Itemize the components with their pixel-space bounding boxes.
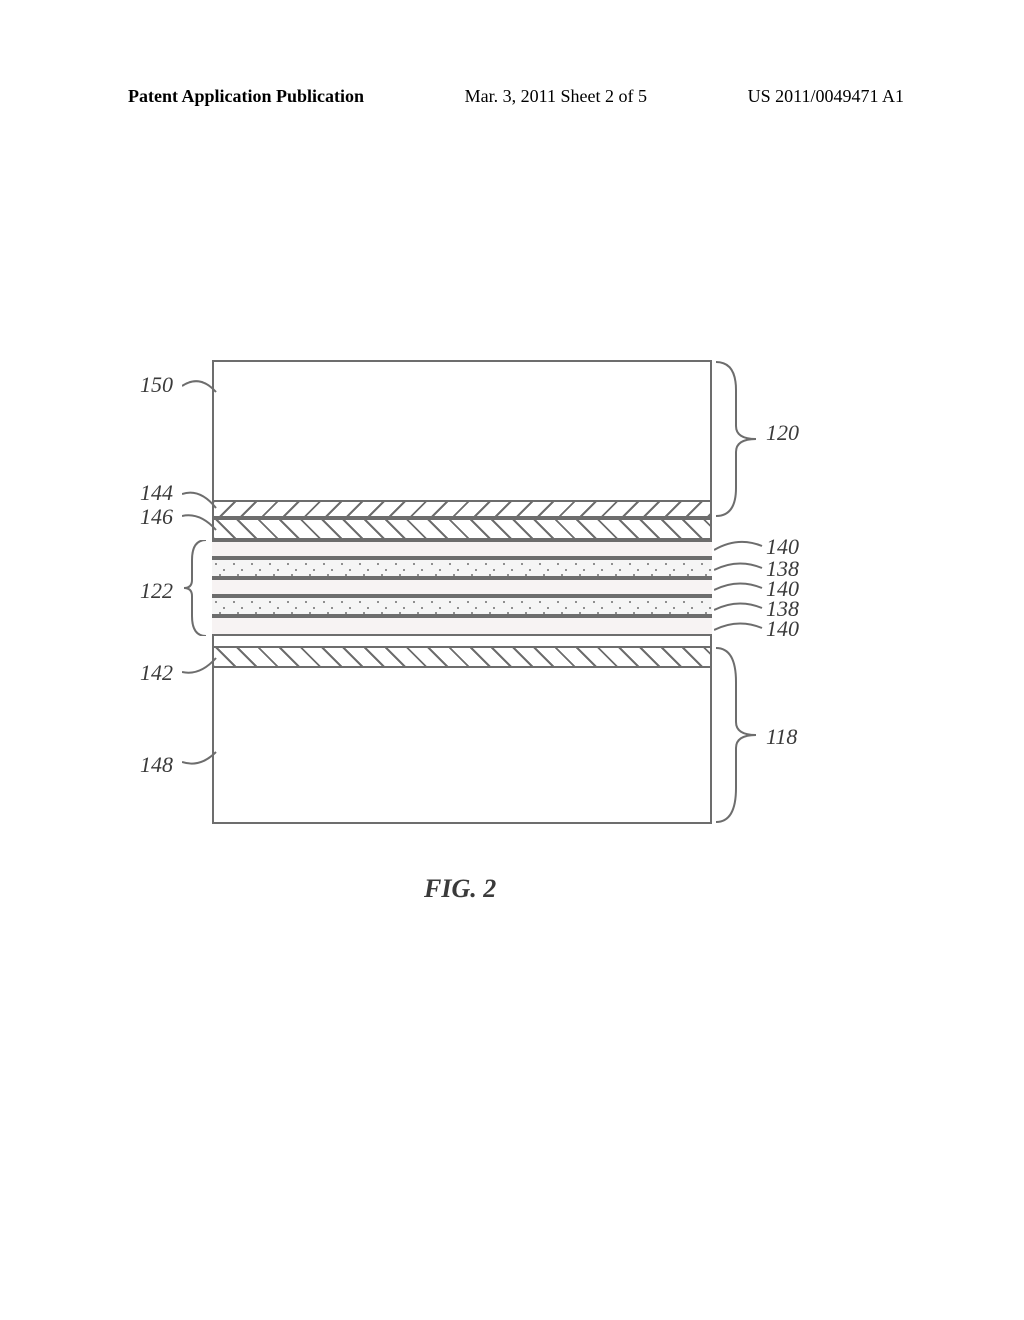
label-144: 144 [140,480,173,506]
layer-138-bot [212,596,712,616]
brace-122 [182,540,208,636]
label-140c: 140 [766,616,799,642]
header-left: Patent Application Publication [128,86,364,107]
label-148: 148 [140,752,173,778]
figure-2: 150 144 146 122 142 148 120 140 138 140 … [212,360,712,824]
layer-140-bot [212,616,712,636]
label-120: 120 [766,420,799,446]
layer-144 [212,500,712,518]
figure-caption: FIG. 2 [424,874,496,904]
brace-120 [716,360,762,518]
label-118: 118 [766,724,797,750]
layer-138-top [212,558,712,578]
header-right: US 2011/0049471 A1 [748,86,904,107]
label-146: 146 [140,504,173,530]
label-122: 122 [140,578,173,604]
layer-140-top [212,540,712,558]
layer-140-mid [212,578,712,596]
label-142: 142 [140,660,173,686]
header-center: Mar. 3, 2011 Sheet 2 of 5 [465,86,647,107]
layer-142 [212,646,712,668]
layer-146 [212,518,712,540]
label-150: 150 [140,372,173,398]
brace-118 [716,646,762,824]
